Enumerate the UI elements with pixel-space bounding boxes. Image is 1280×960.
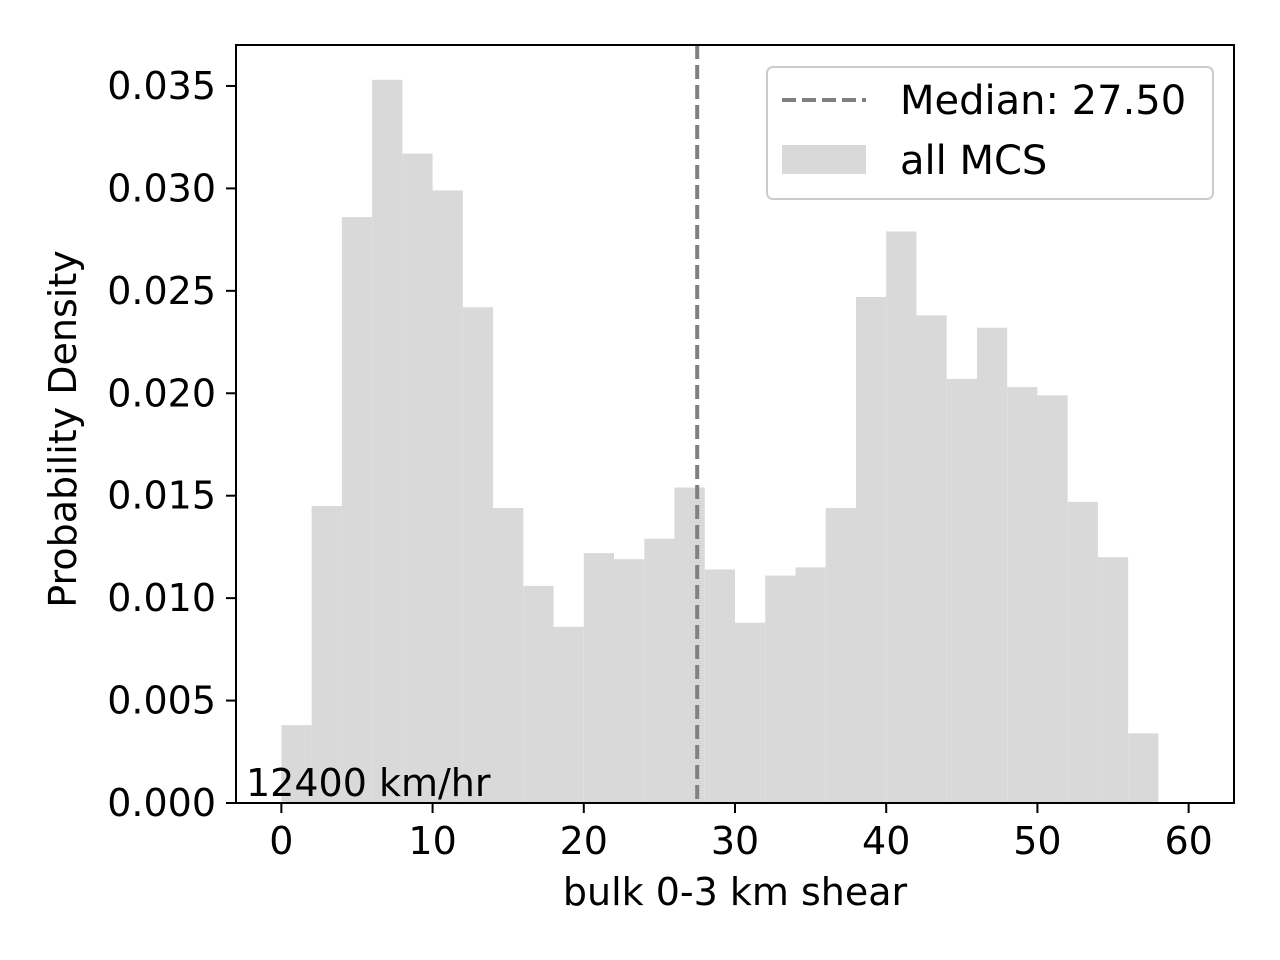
x-axis-ticks: 0 10 20 30 40 50 60 xyxy=(269,803,1213,863)
histogram-bar xyxy=(1037,395,1068,803)
y-tick-label: 0.020 xyxy=(107,371,216,415)
histogram-bar xyxy=(553,626,584,803)
histogram-bar xyxy=(341,217,373,803)
unit-annotation: 12400 km/hr xyxy=(246,761,491,805)
histogram-bar xyxy=(583,553,615,803)
y-tick-label: 0.035 xyxy=(107,64,216,108)
y-tick-label: 0.025 xyxy=(107,269,216,313)
legend-box xyxy=(766,66,1214,200)
histogram-bar xyxy=(735,622,766,803)
x-tick-label: 50 xyxy=(1013,819,1061,863)
histogram-bar xyxy=(886,231,917,804)
x-axis-title: bulk 0-3 km shear xyxy=(563,870,908,914)
histogram-bar xyxy=(372,79,403,803)
histogram-bar xyxy=(765,575,796,803)
legend: Median: 27.50 all MCS xyxy=(766,66,1214,200)
histogram-bar xyxy=(614,559,645,803)
histogram-bar xyxy=(1128,733,1159,803)
histogram-bars xyxy=(281,79,1159,804)
legend-mcs-swatch xyxy=(782,145,866,174)
histogram-bar xyxy=(523,585,554,803)
histogram-bar xyxy=(432,190,463,804)
x-tick-label: 20 xyxy=(560,819,608,863)
histogram-bar xyxy=(402,153,433,804)
y-axis-title: Probability Density xyxy=(41,250,85,607)
histogram-bar xyxy=(1097,557,1129,803)
histogram-bar xyxy=(674,487,705,803)
legend-median-label: Median: 27.50 xyxy=(900,78,1186,124)
y-tick-label: 0.000 xyxy=(107,781,216,825)
histogram-bar xyxy=(462,307,494,803)
x-tick-label: 30 xyxy=(711,819,759,863)
histogram-bar xyxy=(976,327,1008,803)
x-tick-label: 60 xyxy=(1164,819,1212,863)
x-tick-label: 40 xyxy=(862,819,910,863)
histogram-bar xyxy=(916,315,947,803)
histogram-bar xyxy=(946,378,977,803)
histogram-bar xyxy=(644,538,675,803)
histogram-bar xyxy=(311,505,342,803)
y-tick-label: 0.010 xyxy=(107,576,216,620)
y-tick-label: 0.005 xyxy=(107,679,216,723)
histogram-bar xyxy=(493,507,524,803)
histogram-bar xyxy=(825,507,856,803)
histogram-bar xyxy=(855,296,887,803)
x-tick-label: 0 xyxy=(269,819,293,863)
histogram-bar xyxy=(795,567,826,803)
histogram-bar xyxy=(281,725,312,803)
legend-mcs-label: all MCS xyxy=(900,138,1047,184)
y-axis-ticks: 0.000 0.005 0.010 0.015 0.020 0.025 0.030 0.035 xyxy=(107,64,236,825)
y-tick-label: 0.030 xyxy=(107,166,216,210)
x-tick-label: 10 xyxy=(408,819,456,863)
y-tick-label: 0.015 xyxy=(107,474,216,518)
histogram-bar xyxy=(704,569,735,803)
histogram-bar xyxy=(1067,501,1098,803)
histogram-bar xyxy=(1007,387,1038,803)
